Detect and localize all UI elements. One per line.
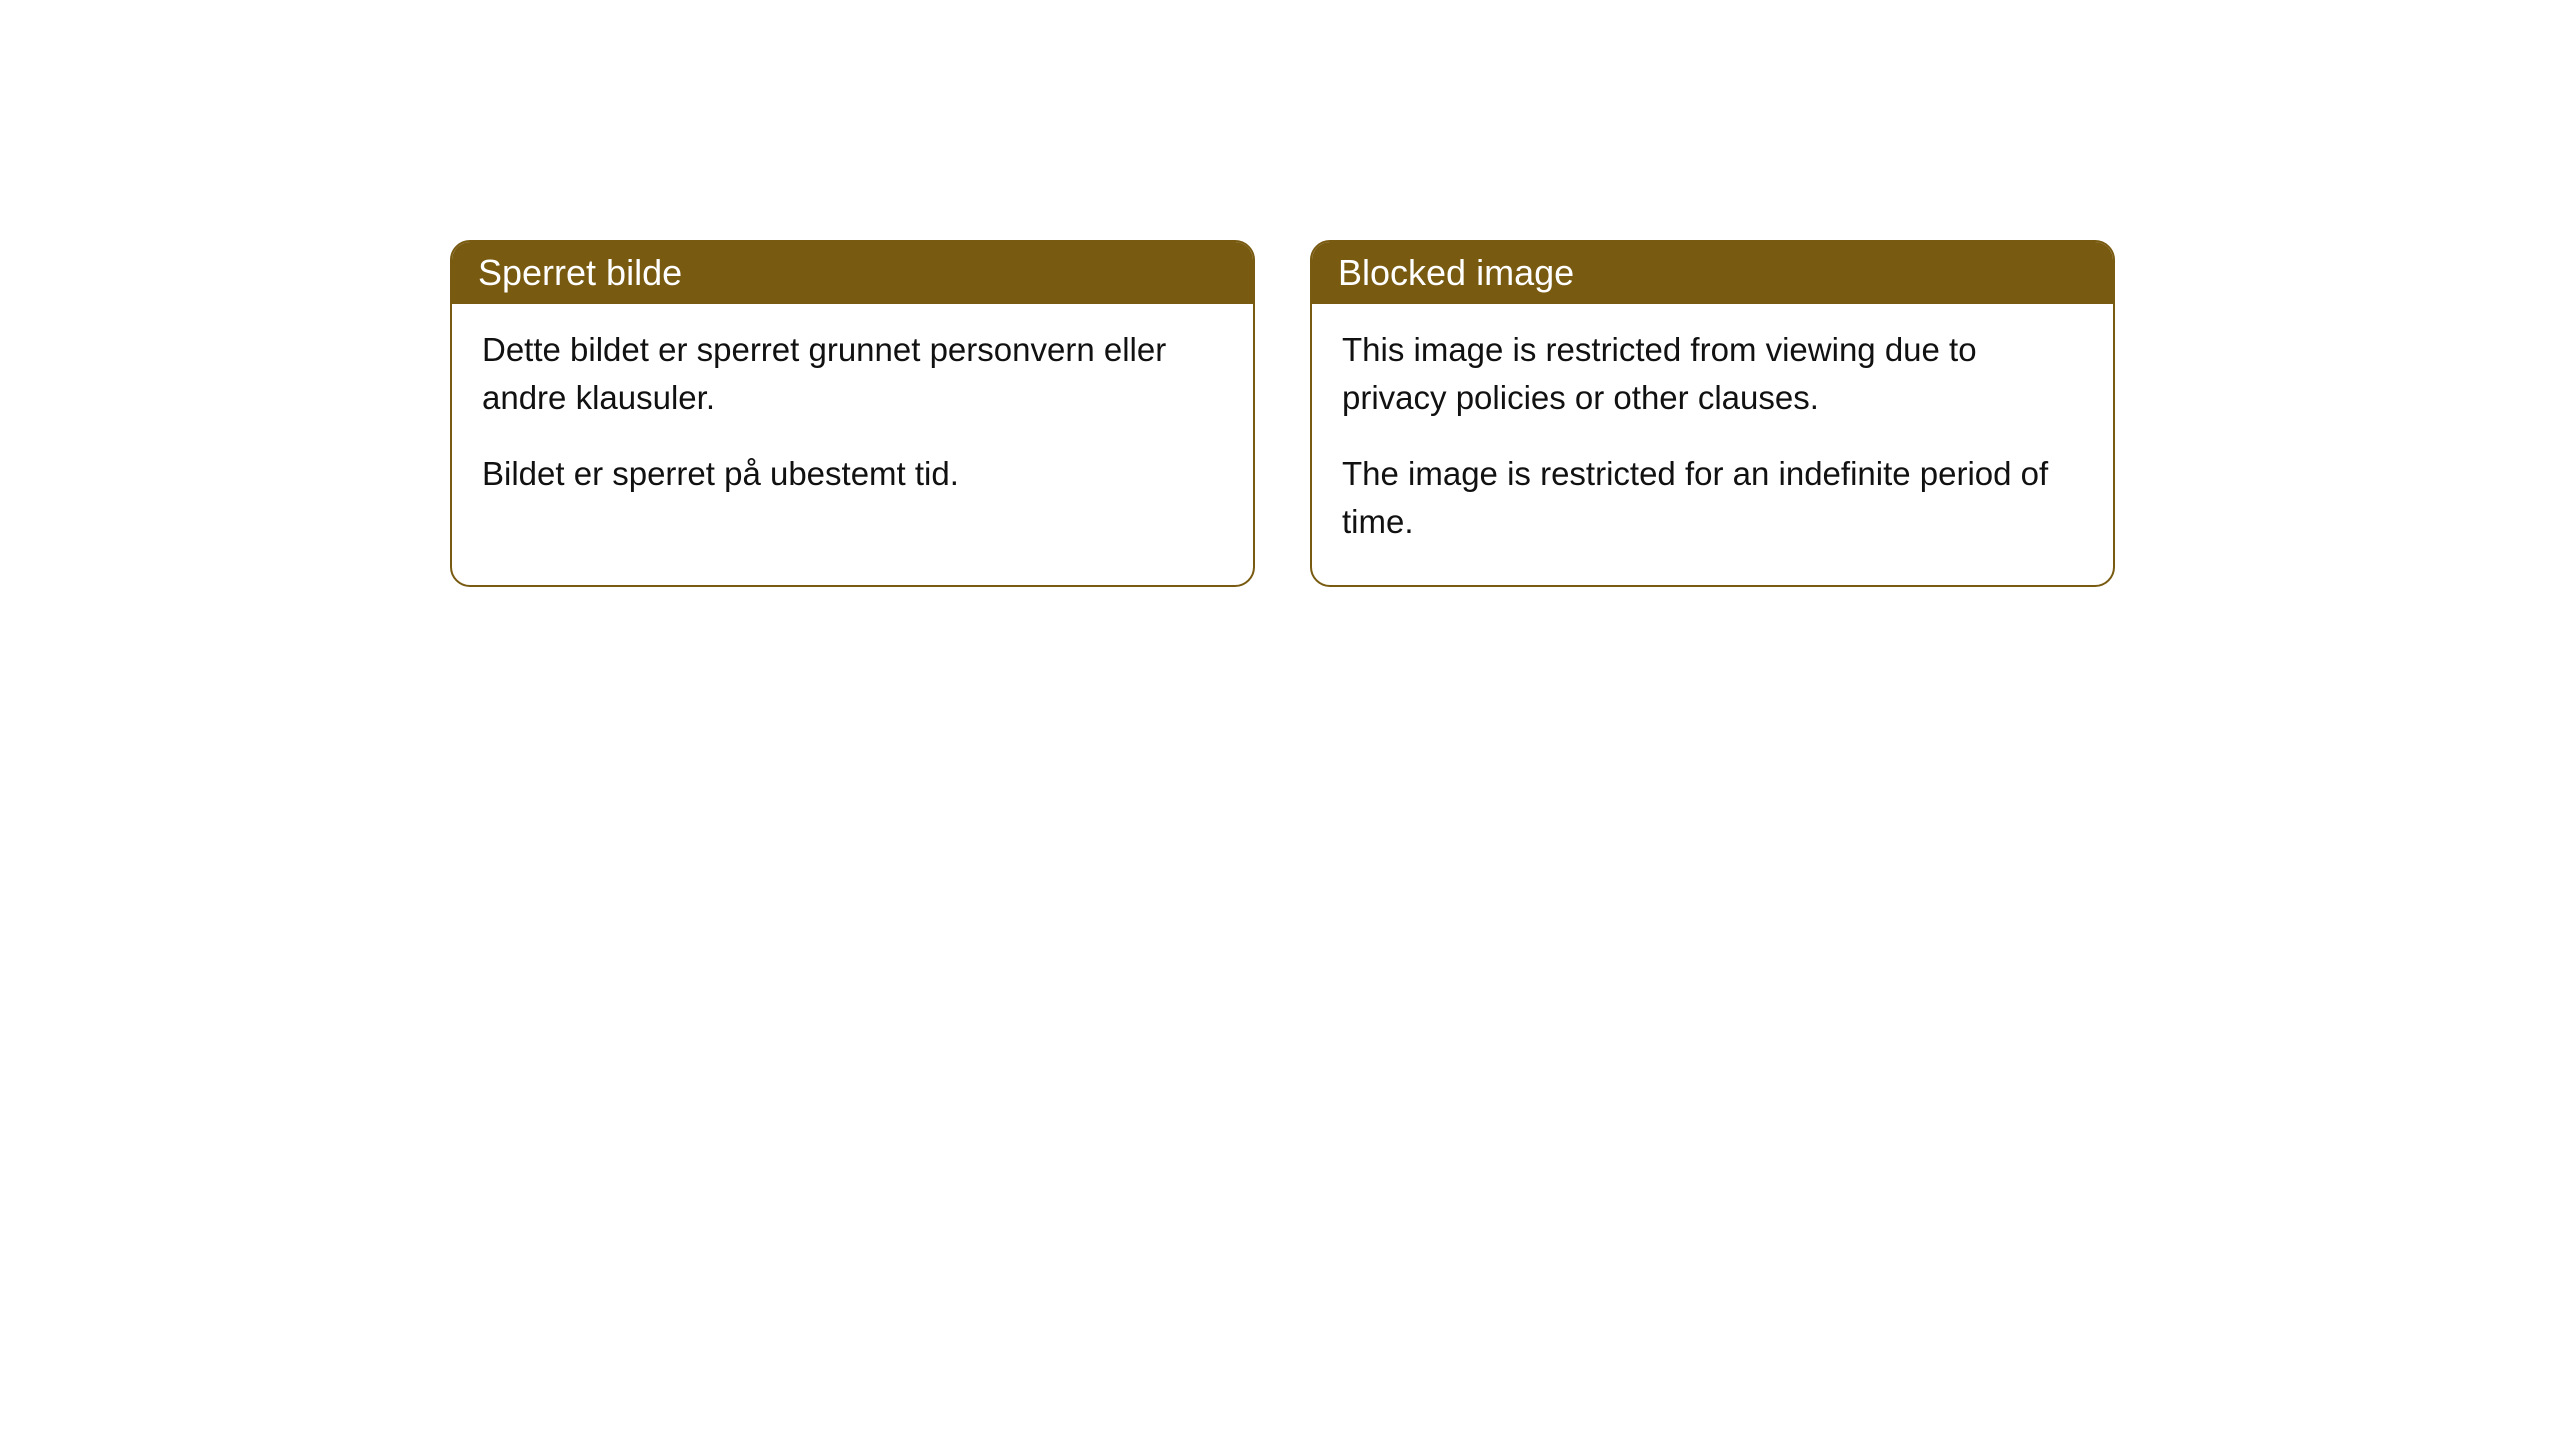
- cards-container: Sperret bilde Dette bildet er sperret gr…: [450, 240, 2115, 587]
- card-norwegian: Sperret bilde Dette bildet er sperret gr…: [450, 240, 1255, 587]
- card-header-english: Blocked image: [1312, 242, 2113, 304]
- card-body-norwegian: Dette bildet er sperret grunnet personve…: [452, 304, 1253, 538]
- card-paragraph-1: This image is restricted from viewing du…: [1342, 326, 2083, 422]
- card-title: Sperret bilde: [478, 252, 682, 293]
- card-body-english: This image is restricted from viewing du…: [1312, 304, 2113, 585]
- card-header-norwegian: Sperret bilde: [452, 242, 1253, 304]
- card-english: Blocked image This image is restricted f…: [1310, 240, 2115, 587]
- card-title: Blocked image: [1338, 252, 1574, 293]
- card-paragraph-2: Bildet er sperret på ubestemt tid.: [482, 450, 1223, 498]
- card-paragraph-1: Dette bildet er sperret grunnet personve…: [482, 326, 1223, 422]
- card-paragraph-2: The image is restricted for an indefinit…: [1342, 450, 2083, 546]
